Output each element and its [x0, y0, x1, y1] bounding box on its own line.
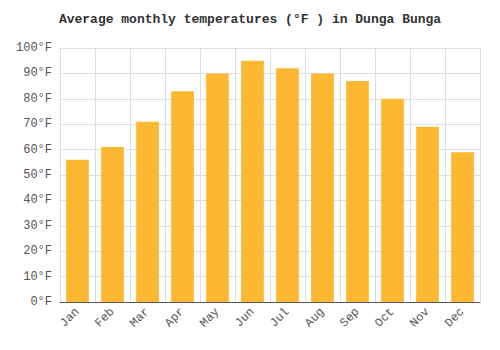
- svg-text:Nov: Nov: [407, 305, 432, 330]
- svg-text:60°F: 60°F: [23, 143, 52, 157]
- svg-text:May: May: [197, 305, 222, 330]
- svg-text:Mar: Mar: [127, 305, 152, 330]
- svg-text:80°F: 80°F: [23, 92, 52, 106]
- svg-text:Jul: Jul: [267, 305, 292, 330]
- svg-text:Oct: Oct: [372, 305, 397, 330]
- svg-text:20°F: 20°F: [23, 244, 52, 258]
- svg-text:40°F: 40°F: [23, 193, 52, 207]
- svg-text:Dec: Dec: [442, 305, 467, 330]
- svg-text:Sep: Sep: [337, 305, 362, 330]
- svg-text:30°F: 30°F: [23, 219, 52, 233]
- svg-text:0°F: 0°F: [30, 295, 52, 309]
- svg-text:50°F: 50°F: [23, 168, 52, 182]
- svg-text:10°F: 10°F: [23, 270, 52, 284]
- svg-text:Jun: Jun: [232, 305, 257, 330]
- svg-text:Jan: Jan: [57, 305, 82, 330]
- svg-text:70°F: 70°F: [23, 117, 52, 131]
- svg-text:Aug: Aug: [302, 305, 327, 330]
- svg-text:100°F: 100°F: [16, 41, 52, 55]
- svg-text:Feb: Feb: [92, 305, 117, 330]
- svg-text:Average monthly temperatures (: Average monthly temperatures (°F ) in Du…: [59, 12, 441, 27]
- svg-text:Apr: Apr: [162, 305, 187, 330]
- svg-text:90°F: 90°F: [23, 66, 52, 80]
